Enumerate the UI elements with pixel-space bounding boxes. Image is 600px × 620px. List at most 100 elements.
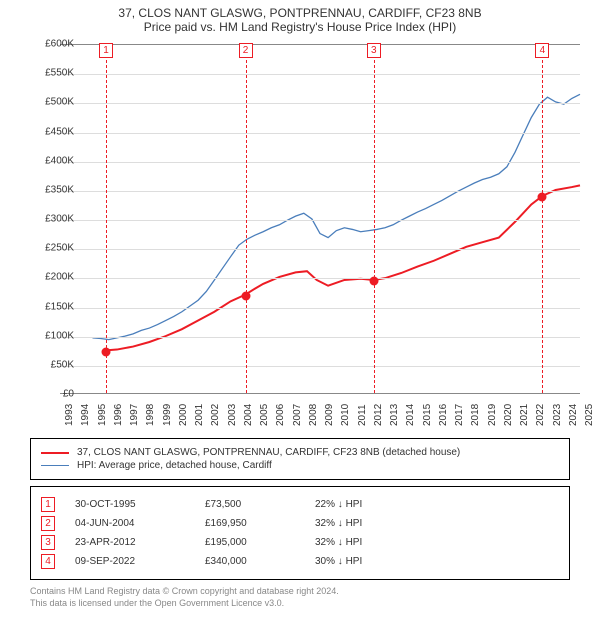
transaction-date: 04-JUN-2004 xyxy=(75,518,205,529)
y-axis-label: £450K xyxy=(45,126,74,137)
x-axis-label: 2021 xyxy=(519,404,530,426)
x-axis-label: 1996 xyxy=(113,404,124,426)
x-axis-label: 1999 xyxy=(162,404,173,426)
y-axis-label: £300K xyxy=(45,214,74,225)
x-axis-label: 2025 xyxy=(584,404,595,426)
x-axis-label: 2005 xyxy=(259,404,270,426)
transaction-number-badge: 1 xyxy=(41,497,55,512)
transaction-date: 09-SEP-2022 xyxy=(75,556,205,567)
transaction-date: 23-APR-2012 xyxy=(75,537,205,548)
y-axis-label: £50K xyxy=(51,359,74,370)
chart-area: 1234 £0£50K£100K£150K£200K£250K£300K£350… xyxy=(0,36,600,436)
x-axis-label: 2000 xyxy=(178,404,189,426)
transaction-hpi-diff: 22% ↓ HPI xyxy=(315,499,435,510)
x-axis-label: 2020 xyxy=(503,404,514,426)
transaction-marker-dot xyxy=(369,277,378,286)
transaction-price: £169,950 xyxy=(205,518,315,529)
gridline xyxy=(60,308,580,309)
x-axis-label: 2002 xyxy=(210,404,221,426)
gridline xyxy=(60,103,580,104)
x-axis-label: 2019 xyxy=(487,404,498,426)
transaction-number-badge: 2 xyxy=(41,516,55,531)
x-axis-label: 2022 xyxy=(535,404,546,426)
transaction-row: 4 09-SEP-2022£340,00030% ↓ HPI xyxy=(41,554,559,569)
transactions-table: 1 30-OCT-1995£73,50022% ↓ HPI 2 04-JUN-2004… xyxy=(30,486,570,580)
transaction-price: £73,500 xyxy=(205,499,315,510)
y-axis-label: £250K xyxy=(45,243,74,254)
x-axis-label: 2017 xyxy=(454,404,465,426)
x-axis-label: 2011 xyxy=(357,404,368,426)
x-axis-label: 2008 xyxy=(308,404,319,426)
transaction-marker-dot xyxy=(241,291,250,300)
gridline xyxy=(60,74,580,75)
transaction-marker-line xyxy=(374,45,375,393)
transaction-hpi-diff: 32% ↓ HPI xyxy=(315,537,435,548)
transaction-hpi-diff: 30% ↓ HPI xyxy=(315,556,435,567)
x-axis-label: 2004 xyxy=(243,404,254,426)
transaction-marker-line xyxy=(106,45,107,393)
x-axis-label: 1995 xyxy=(97,404,108,426)
x-axis-label: 2015 xyxy=(422,404,433,426)
transaction-row: 1 30-OCT-1995£73,50022% ↓ HPI xyxy=(41,497,559,512)
x-axis-label: 2014 xyxy=(405,404,416,426)
x-axis-label: 2024 xyxy=(568,404,579,426)
x-axis-label: 2009 xyxy=(324,404,335,426)
transaction-marker-badge: 3 xyxy=(367,43,381,58)
chart-title-subtitle: Price paid vs. HM Land Registry's House … xyxy=(0,20,600,34)
transaction-hpi-diff: 32% ↓ HPI xyxy=(315,518,435,529)
y-axis-label: £400K xyxy=(45,155,74,166)
transaction-marker-line xyxy=(542,45,543,393)
transaction-number-badge: 4 xyxy=(41,554,55,569)
y-axis-label: £550K xyxy=(45,68,74,79)
gridline xyxy=(60,191,580,192)
legend-row: HPI: Average price, detached house, Card… xyxy=(41,460,559,471)
legend: 37, CLOS NANT GLASWG, PONTPRENNAU, CARDI… xyxy=(30,438,570,480)
x-axis-label: 1998 xyxy=(145,404,156,426)
legend-swatch xyxy=(41,452,69,454)
legend-swatch xyxy=(41,465,69,466)
legend-row: 37, CLOS NANT GLASWG, PONTPRENNAU, CARDI… xyxy=(41,447,559,458)
x-axis-label: 2007 xyxy=(292,404,303,426)
transaction-marker-badge: 1 xyxy=(99,43,113,58)
gridline xyxy=(60,249,580,250)
footer-line2: This data is licensed under the Open Gov… xyxy=(30,598,570,610)
y-axis-label: £500K xyxy=(45,97,74,108)
transaction-number-badge: 3 xyxy=(41,535,55,550)
chart-title-address: 37, CLOS NANT GLASWG, PONTPRENNAU, CARDI… xyxy=(0,6,600,20)
y-axis-label: £100K xyxy=(45,330,74,341)
transaction-date: 30-OCT-1995 xyxy=(75,499,205,510)
gridline xyxy=(60,220,580,221)
transaction-marker-dot xyxy=(538,192,547,201)
x-axis-label: 1993 xyxy=(64,404,75,426)
chart-svg xyxy=(60,45,580,393)
hpi-line xyxy=(93,94,581,339)
x-axis-label: 2013 xyxy=(389,404,400,426)
x-axis-label: 2010 xyxy=(340,404,351,426)
x-axis-label: 2023 xyxy=(552,404,563,426)
plot-area: 1234 xyxy=(60,44,580,394)
gridline xyxy=(60,366,580,367)
x-axis-label: 2001 xyxy=(194,404,205,426)
transaction-marker-line xyxy=(246,45,247,393)
y-axis-label: £600K xyxy=(45,39,74,50)
legend-label: 37, CLOS NANT GLASWG, PONTPRENNAU, CARDI… xyxy=(77,447,460,458)
x-axis-label: 1997 xyxy=(129,404,140,426)
x-axis-label: 2016 xyxy=(438,404,449,426)
transaction-row: 2 04-JUN-2004£169,95032% ↓ HPI xyxy=(41,516,559,531)
x-axis-label: 2003 xyxy=(227,404,238,426)
property-line xyxy=(106,185,580,350)
transaction-price: £195,000 xyxy=(205,537,315,548)
x-axis-label: 2012 xyxy=(373,404,384,426)
y-axis-label: £200K xyxy=(45,272,74,283)
x-axis-label: 1994 xyxy=(80,404,91,426)
gridline xyxy=(60,133,580,134)
transaction-row: 3 23-APR-2012£195,00032% ↓ HPI xyxy=(41,535,559,550)
gridline xyxy=(60,278,580,279)
y-axis-label: £350K xyxy=(45,184,74,195)
y-axis-label: £0 xyxy=(63,389,74,400)
gridline xyxy=(60,337,580,338)
transaction-price: £340,000 xyxy=(205,556,315,567)
transaction-marker-dot xyxy=(101,348,110,357)
x-axis-label: 2006 xyxy=(275,404,286,426)
transaction-marker-badge: 4 xyxy=(535,43,549,58)
